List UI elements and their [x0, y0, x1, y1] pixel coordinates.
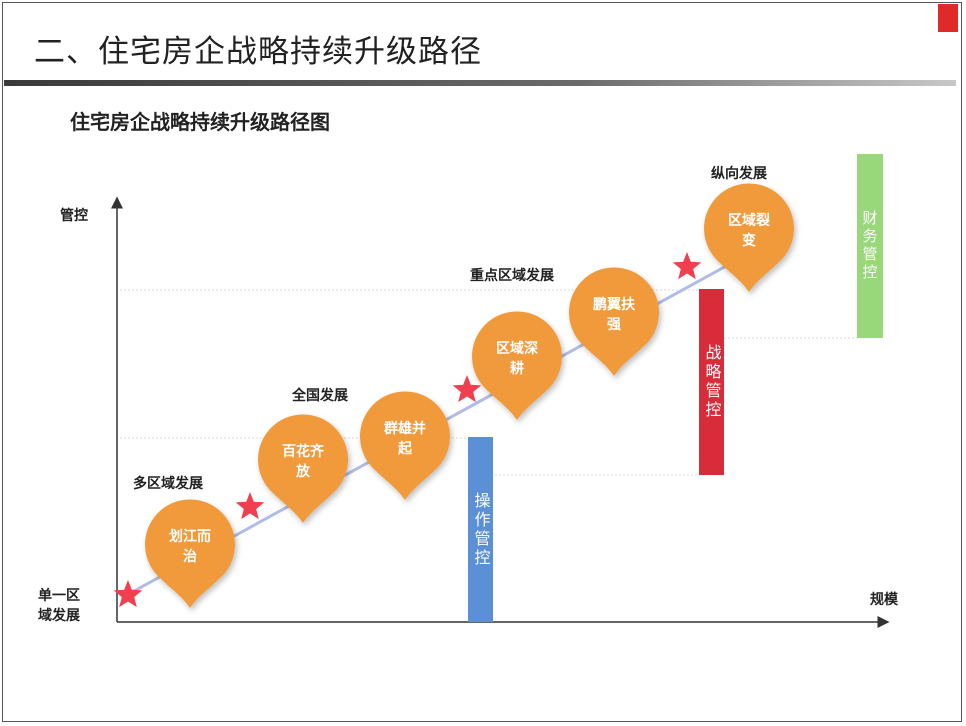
bubble-label: 变 — [742, 232, 756, 249]
strategic-control-bar: 战略管控 — [699, 289, 724, 475]
operation-control-label: 操作管控 — [471, 491, 491, 568]
bubble-shape — [472, 311, 562, 420]
slide-title: 二、住宅房企战略持续升级路径 — [34, 34, 482, 70]
stage-label-national: 全国发展 — [292, 388, 348, 404]
bubble-label: 区域深 — [496, 340, 538, 357]
x-axis-label: 规模 — [870, 592, 898, 608]
bubble-label: 耕 — [510, 360, 524, 377]
stage-label-vertical: 纵向发展 — [711, 166, 767, 182]
milestone-star-icon — [672, 252, 702, 280]
title-rule — [4, 80, 956, 86]
bubble-label: 治 — [183, 548, 197, 565]
milestone-star-icon — [113, 580, 143, 608]
origin-label: 单一区 域发展 — [38, 588, 80, 625]
bubble-label: 区域裂 — [728, 212, 770, 229]
bubble-shape — [703, 183, 794, 292]
operation-control-bar: 操作管控 — [468, 437, 493, 622]
bubble-shape — [145, 499, 235, 608]
milestone-star-icon — [235, 492, 265, 520]
stage-label-key-region: 重点区域发展 — [470, 268, 554, 284]
bubble-label: 鹏翼扶 — [593, 296, 636, 313]
strategic-control-label: 战略管控 — [702, 344, 722, 420]
diagram-title: 住宅房企战略持续升级路径图 — [70, 110, 330, 134]
bubble-shape — [258, 414, 348, 523]
bubble-label: 放 — [295, 463, 311, 480]
bubble-label: 划江而 — [169, 528, 211, 545]
corner-mark — [938, 4, 958, 32]
y-axis-label: 管控 — [60, 208, 88, 224]
financial-control-bar: 财务管控 — [857, 154, 883, 338]
stage-label-multi-region: 多区域发展 — [133, 476, 203, 492]
bubble-label: 强 — [607, 317, 621, 333]
bubble-label: 百花齐 — [282, 443, 325, 460]
bubble-label: 起 — [397, 440, 413, 457]
bubble-label: 群雄并 — [383, 420, 426, 437]
financial-control-label: 财务管控 — [860, 210, 879, 282]
milestone-star-icon — [452, 375, 482, 403]
bubble-shape — [360, 391, 450, 500]
bubble-shape — [569, 267, 660, 376]
